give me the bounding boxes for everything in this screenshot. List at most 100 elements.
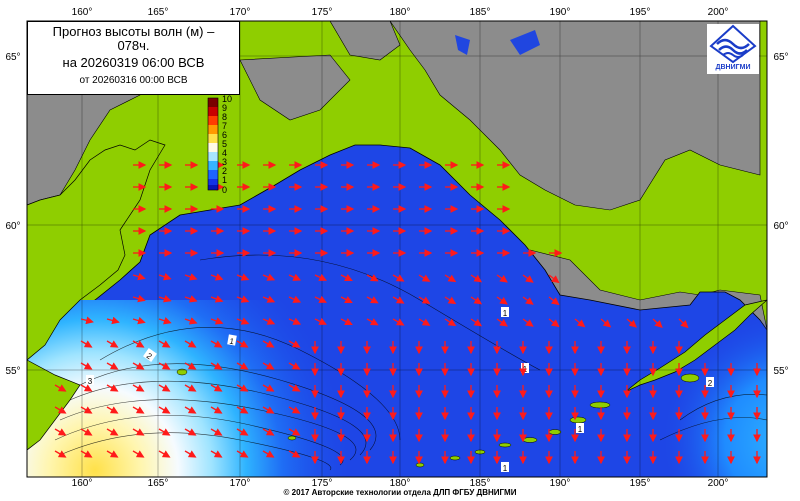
lon-tick: 160° — [72, 478, 93, 489]
wave-arrow — [522, 274, 534, 283]
wave-arrow — [340, 274, 353, 282]
lon-tick: 165° — [148, 7, 169, 18]
lon-tick: 180° — [390, 7, 411, 18]
wave-arrow — [184, 340, 197, 348]
wave-arrow — [210, 273, 224, 281]
colorbar-label: 9 — [222, 103, 227, 113]
wave-arrow — [262, 273, 276, 281]
wave-arrow — [340, 318, 353, 326]
wave-arrow — [600, 318, 612, 328]
wave-arrow — [80, 406, 93, 414]
wave-arrow — [158, 450, 171, 458]
lon-tick: 165° — [148, 478, 169, 489]
isoline-label: 1 — [503, 309, 508, 318]
logo-label: ДВНИГМИ — [715, 64, 751, 71]
lon-tick: 175° — [312, 7, 333, 18]
lat-ticks: 65° 60° 55° 65° 60° 55° — [5, 52, 788, 377]
wave-arrow — [262, 450, 275, 458]
wave-arrow — [470, 274, 483, 283]
forecast-issue-time: от 20260316 00:00 ВСВ — [79, 75, 188, 86]
wave-arrow — [366, 296, 379, 304]
wave-arrow — [236, 362, 249, 370]
small-bay — [510, 30, 540, 55]
wave-arrow — [132, 384, 145, 392]
lon-tick: 175° — [312, 478, 333, 489]
wave-arrow — [158, 316, 172, 325]
wave-arrow — [236, 406, 249, 414]
high-wave-zone — [27, 300, 447, 477]
colorbar-label: 1 — [222, 175, 227, 185]
wave-arrow — [106, 340, 119, 348]
wave-arrow — [288, 340, 301, 348]
wave-arrow — [184, 406, 197, 414]
colorbar-swatch — [208, 134, 218, 143]
wave-arrow — [262, 295, 276, 303]
wave-arrow — [496, 296, 508, 305]
lon-tick: 190° — [550, 478, 571, 489]
wave-arrow — [210, 384, 223, 392]
wave-arrow — [158, 340, 171, 348]
colorbar-swatch — [208, 170, 218, 179]
wave-arrow — [444, 296, 457, 305]
lon-tick: 170° — [230, 478, 251, 489]
wave-arrow — [132, 272, 146, 281]
lat-tick: 65° — [5, 52, 20, 63]
wave-arrow — [210, 317, 224, 325]
wave-arrow — [54, 450, 67, 458]
wave-arrow — [314, 295, 327, 303]
wave-arrow — [548, 296, 560, 306]
wave-arrow — [366, 318, 379, 326]
ice-bay — [239, 54, 351, 121]
lon-tick: 170° — [230, 7, 251, 18]
wave-direction-arrows — [54, 161, 761, 465]
isoline-label: 1 — [578, 425, 583, 434]
wave-arrow — [652, 318, 663, 329]
wave-arrow — [132, 450, 145, 458]
wave-arrow — [522, 318, 534, 327]
lon-tick: 195° — [630, 7, 651, 18]
colorbar-swatch — [208, 161, 218, 170]
wave-arrow — [262, 384, 275, 392]
lon-tick: 195° — [630, 478, 651, 489]
colorbar-swatch — [208, 116, 218, 125]
wave-arrow — [470, 318, 483, 327]
wave-arrow — [158, 272, 172, 281]
colorbar-swatch — [208, 125, 218, 134]
wave-arrow — [210, 362, 223, 370]
wave-arrow — [444, 274, 457, 283]
forecast-title: Прогноз высоты волн (м) – — [52, 24, 215, 39]
lon-tick: 190° — [550, 7, 571, 18]
kolyuchin-bay — [455, 35, 470, 55]
wave-arrow — [158, 428, 171, 436]
kamchatka — [27, 139, 166, 361]
graticule — [27, 21, 767, 477]
wave-arrow — [262, 317, 276, 325]
wave-arrow — [574, 318, 586, 328]
wave-arrow — [54, 384, 67, 392]
wave-arrow — [288, 295, 302, 303]
map-border — [26, 20, 768, 478]
lon-ticks-top: 160° 165° 170° 175° 180° 185° 190° 195° … — [72, 7, 729, 18]
wave-arrow — [106, 428, 119, 436]
wave-arrow — [184, 384, 197, 392]
lat-tick: 65° — [773, 52, 788, 63]
wave-arrow — [106, 362, 119, 370]
wave-arrow — [236, 428, 249, 436]
wave-arrow — [288, 384, 301, 392]
lon-tick: 185° — [470, 7, 491, 18]
colorbar-swatch — [208, 98, 218, 107]
isoline-label: 3 — [88, 377, 93, 386]
wave-arrow — [392, 296, 405, 304]
colorbar-label: 2 — [222, 166, 227, 176]
lat-tick: 55° — [5, 366, 20, 377]
wave-arrow — [314, 273, 327, 281]
wave-arrow — [496, 274, 508, 283]
wave-arrow — [678, 318, 689, 329]
wave-arrow — [288, 362, 301, 370]
lon-ticks-bottom: 160° 165° 170° 175° 180° 185° 190° 195° … — [72, 478, 729, 489]
colorbar-label: 7 — [222, 121, 227, 131]
wave-arrow — [626, 318, 637, 328]
colorbar-label: 0 — [222, 185, 227, 195]
isoline-label: 2 — [145, 351, 154, 361]
lon-tick: 180° — [390, 478, 411, 489]
